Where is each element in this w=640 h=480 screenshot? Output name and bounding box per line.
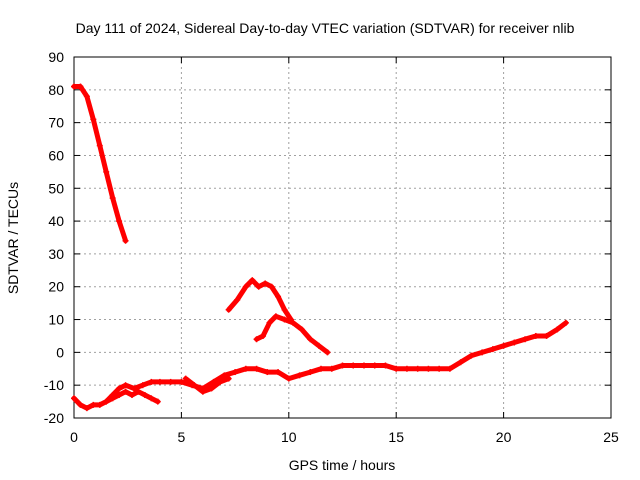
series-arc-midday-wiggle (182, 375, 232, 395)
series-arc-bump-lower (253, 313, 331, 356)
y-tick-label: -20 (44, 410, 64, 426)
y-tick-label: 70 (48, 115, 64, 131)
y-tick-label: 50 (48, 180, 64, 196)
x-tick-label: 25 (603, 429, 619, 445)
x-ticks: 0 5 10 15 20 25 (70, 57, 619, 445)
x-tick-label: 15 (388, 429, 404, 445)
y-axis-label: SDTVAR / TECUs (5, 182, 21, 294)
series-arc-main (71, 319, 569, 412)
y-ticks: -20 -10 0 10 20 30 40 50 60 70 80 90 (44, 49, 611, 426)
x-tick-label: 10 (281, 429, 297, 445)
chart-title: Day 111 of 2024, Sidereal Day-to-day VTE… (76, 20, 575, 36)
series-line (71, 84, 129, 244)
series-arc-early-high (71, 83, 129, 244)
series-arc-lower-segments (103, 388, 161, 405)
y-tick-label: 90 (48, 49, 64, 65)
x-tick-label: 20 (496, 429, 512, 445)
y-tick-label: 80 (48, 82, 64, 98)
y-tick-label: 10 (48, 312, 64, 328)
series-line (226, 277, 294, 322)
series-line (254, 313, 330, 355)
y-tick-label: 20 (48, 279, 64, 295)
y-tick-label: 60 (48, 147, 64, 163)
plot-frame (73, 56, 612, 419)
series-arc-bump-upper (225, 277, 294, 323)
y-tick-label: -10 (44, 377, 64, 393)
x-tick-label: 5 (178, 429, 186, 445)
series-group (71, 83, 569, 412)
x-tick-label: 0 (70, 429, 78, 445)
y-tick-label: 40 (48, 213, 64, 229)
x-axis-label: GPS time / hours (289, 457, 396, 473)
y-tick-label: 30 (48, 246, 64, 262)
y-tick-label: 0 (56, 344, 64, 360)
grid (74, 57, 611, 418)
